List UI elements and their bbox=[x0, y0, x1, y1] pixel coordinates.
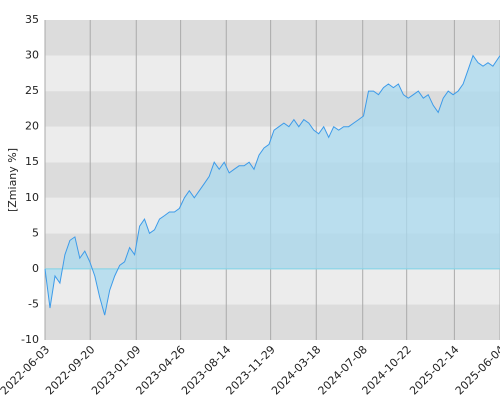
y-tick-label: 20 bbox=[25, 120, 39, 133]
grid-band bbox=[45, 268, 500, 305]
y-tick-label: 15 bbox=[25, 155, 39, 168]
y-tick-label: 30 bbox=[25, 49, 39, 62]
y-tick-label: 0 bbox=[32, 262, 39, 275]
y-tick-label: 25 bbox=[25, 84, 39, 97]
y-tick-label: 5 bbox=[32, 226, 39, 239]
grid-band bbox=[45, 55, 500, 92]
y-tick-label: -10 bbox=[21, 333, 39, 346]
y-axis-label: [Zmiany %] bbox=[6, 148, 19, 212]
y-tick-label: -5 bbox=[28, 297, 39, 310]
area-fill bbox=[45, 55, 500, 316]
grid-band bbox=[45, 304, 500, 340]
y-tick-label: 35 bbox=[25, 13, 39, 26]
y-tick-label: 10 bbox=[25, 191, 39, 204]
grid-band bbox=[45, 20, 500, 56]
series-line bbox=[44, 54, 500, 316]
